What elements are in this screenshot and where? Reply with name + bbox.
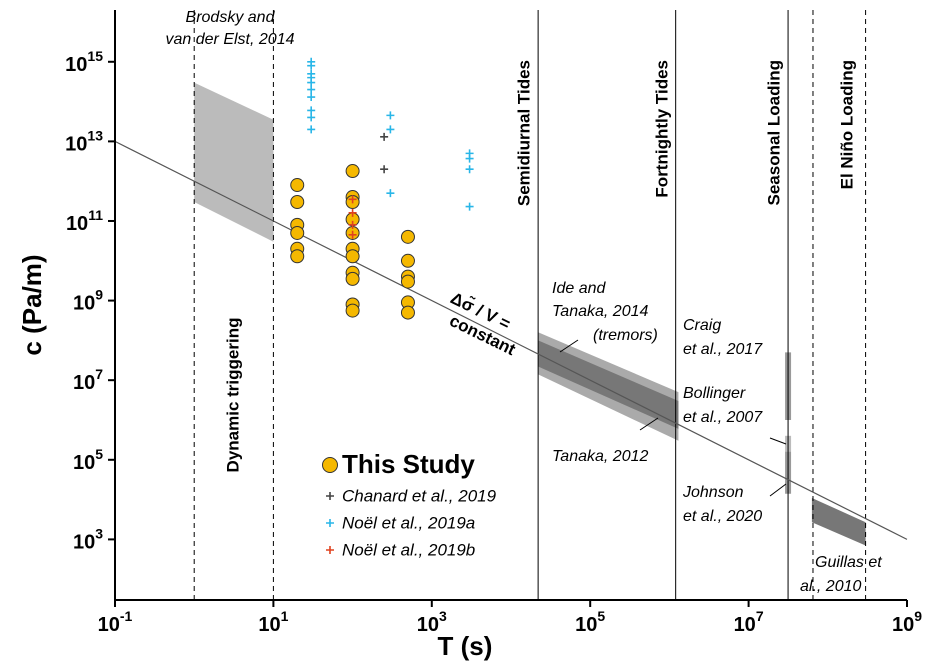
data-point: [465, 165, 474, 174]
shaded-band: [194, 82, 274, 242]
data-point: [400, 274, 415, 289]
data-point: [400, 229, 415, 244]
data-point: [348, 220, 357, 229]
data-point: [386, 111, 395, 120]
data-point: [307, 93, 316, 102]
data-point: [307, 113, 316, 122]
annotation: (tremors): [593, 327, 658, 344]
annotation: et al., 2017: [683, 341, 763, 358]
annotation: Tanaka, 2014: [552, 303, 648, 320]
legend-marker: [326, 519, 334, 527]
data-point: [345, 271, 360, 286]
tick-label: 1013: [65, 127, 103, 156]
tick-label: 105: [575, 608, 605, 637]
data-point: [348, 230, 357, 239]
legend-marker: [326, 546, 334, 554]
legend-label: Chanard et al., 2019: [342, 486, 497, 505]
vline-label: Fortnightly Tides: [652, 60, 671, 198]
vline-label: Seasonal Loading: [764, 60, 783, 205]
vline-label: El Niño Loading: [837, 60, 856, 189]
data-point: [290, 194, 305, 209]
data-point: [380, 132, 389, 141]
annotation: Johnson: [682, 484, 744, 501]
data-point: [345, 249, 360, 264]
data-point: [307, 78, 316, 87]
data-point: [345, 164, 360, 179]
data-point: [465, 202, 474, 211]
shaded-band: [811, 497, 866, 546]
annotation: Bollinger: [683, 385, 746, 402]
annotation: Ide and: [552, 280, 606, 297]
annotation: et al., 2007: [683, 409, 763, 426]
annotation: al., 2010: [800, 578, 861, 595]
data-point: [307, 61, 316, 70]
annotation: et al., 2020: [683, 508, 762, 525]
data-point: [290, 178, 305, 193]
data-point: [386, 125, 395, 134]
annotation: Craig: [683, 317, 721, 334]
tick-label: 107: [73, 366, 103, 395]
y-axis-label: c (Pa/m): [17, 254, 47, 355]
x-axis-label: T (s): [438, 631, 493, 661]
leader-line: [769, 483, 787, 497]
legend-marker: [322, 457, 338, 473]
tick-label: 1015: [65, 47, 103, 76]
tick-label: 101: [258, 608, 288, 637]
data-point: [380, 165, 389, 174]
vline-label: Dynamic triggering: [223, 318, 242, 473]
leader-line: [639, 417, 659, 431]
data-point: [290, 225, 305, 240]
legend-label: This Study: [342, 449, 475, 479]
data-point: [345, 303, 360, 318]
legend-label: Noël et al., 2019a: [342, 513, 475, 532]
tick-label: 10-1: [98, 608, 133, 637]
data-point: [386, 189, 395, 198]
legend-marker: [326, 492, 334, 500]
annotation: Brodsky and: [186, 9, 276, 26]
data-point: [307, 106, 316, 115]
data-point: [290, 249, 305, 264]
data-point: [465, 154, 474, 163]
tick-label: 103: [73, 525, 103, 554]
tick-label: 107: [734, 608, 764, 637]
leader-line: [559, 339, 579, 353]
tick-label: 109: [892, 608, 922, 637]
leader-line: [769, 437, 787, 445]
tick-label: 109: [73, 286, 103, 315]
data-point: [307, 125, 316, 134]
annotation: Guillas et: [815, 554, 882, 571]
annotation: van der Elst, 2014: [166, 31, 295, 48]
vline-label: Semidiurnal Tides: [514, 60, 533, 206]
reference-line: [114, 140, 908, 540]
tick-label: 103: [417, 608, 447, 637]
data-point: [348, 195, 357, 204]
data-point: [400, 305, 415, 320]
data-point: [400, 253, 415, 268]
data-point: [307, 85, 316, 94]
data-point: [348, 208, 357, 217]
tick-label: 1011: [66, 207, 103, 236]
annotation: Tanaka, 2012: [552, 448, 648, 465]
tick-label: 105: [73, 445, 103, 474]
legend-label: Noël et al., 2019b: [342, 540, 475, 559]
